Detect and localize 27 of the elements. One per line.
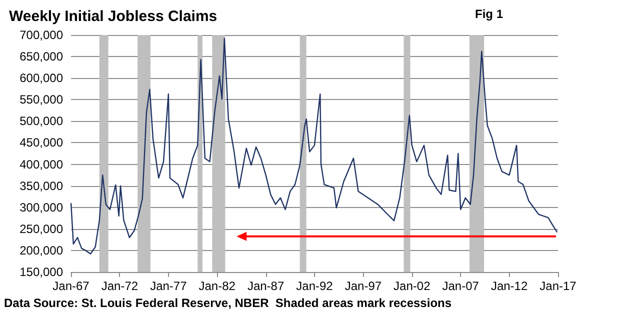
line-series (70, 38, 558, 254)
x-tick-label: Jan-67 (52, 279, 90, 293)
x-tick-label: Jan-77 (150, 279, 188, 293)
y-tick-label: 250,000 (20, 222, 64, 236)
y-tick-label: 700,000 (20, 28, 64, 42)
y-tick-label: 450,000 (20, 136, 64, 150)
x-tick-label: Jan-02 (394, 279, 431, 293)
y-tick-label: 600,000 (20, 71, 64, 86)
y-tick-label: 500,000 (20, 114, 64, 128)
x-tick-label: Jan-07 (442, 279, 480, 293)
y-tick-label: 300,000 (20, 200, 64, 214)
x-tick-label: Jan-92 (296, 279, 334, 293)
chart-title: Weekly Initial Jobless Claims (9, 8, 218, 25)
x-tick-label: Jan-97 (344, 279, 382, 293)
x-tick-label: Jan-82 (198, 279, 236, 293)
x-tick-label: Jan-87 (247, 279, 284, 293)
x-tick-label: Jan-72 (101, 279, 138, 293)
caption: Fig 1 (475, 7, 504, 21)
y-tick-label: 550,000 (20, 92, 64, 107)
y-tick-label: 350,000 (20, 178, 64, 193)
y-tick-label: 200,000 (20, 243, 64, 258)
y-tick-label: 400,000 (20, 157, 64, 172)
x-tick-label: Jan-12 (490, 279, 528, 293)
y-tick-label: 650,000 (20, 50, 64, 64)
x-tick-label: Jan-17 (540, 279, 577, 293)
y-tick-label: 150,000 (20, 265, 64, 279)
source-note: Data Source: St. Louis Federal Reserve, NBER Shaded areas mark recessions (4, 296, 452, 310)
